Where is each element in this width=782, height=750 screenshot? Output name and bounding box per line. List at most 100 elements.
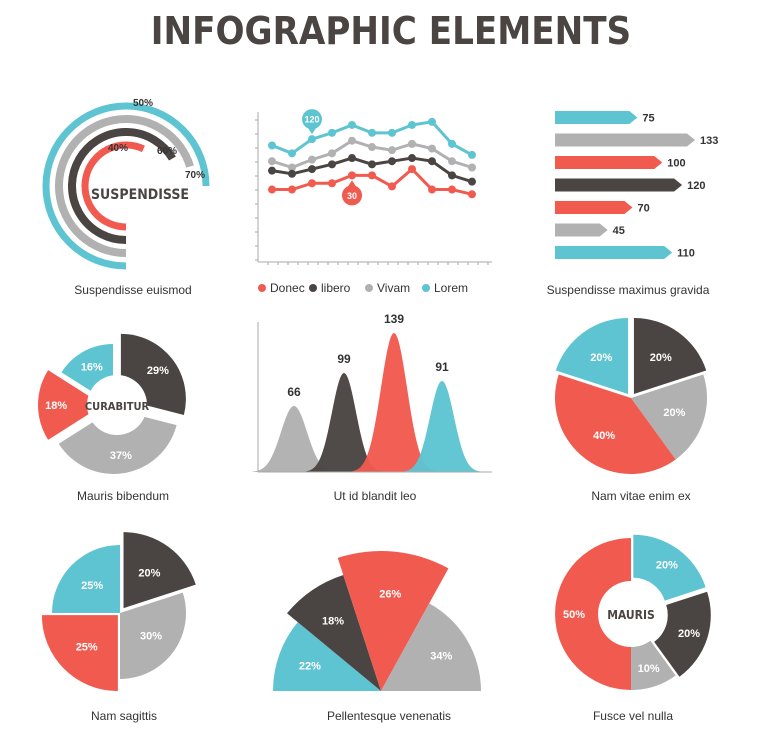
data-point: [308, 135, 316, 144]
page-title: INFOGRAPHIC ELEMENTS: [151, 9, 631, 53]
slice-label: 20%: [656, 560, 678, 572]
chart-caption: Ut id blandit leo: [334, 489, 417, 503]
data-point: [408, 120, 416, 129]
ring-value-label: 70%: [185, 170, 205, 181]
data-point: [468, 190, 476, 199]
ring-center-label: SUSPENDISSE: [91, 187, 189, 203]
bar-value-label: 45: [613, 225, 625, 237]
ring-value-label: 40%: [108, 143, 128, 154]
pie-slice: [555, 317, 629, 394]
data-point: [468, 163, 476, 172]
data-point: [428, 117, 436, 126]
slice-label: 20%: [663, 407, 685, 419]
ring-value-label: 50%: [133, 98, 153, 109]
bar-value-label: 110: [677, 248, 695, 260]
pie-slice: [123, 532, 196, 609]
bar: [555, 246, 673, 259]
data-point: [308, 179, 316, 188]
data-point: [268, 141, 276, 150]
bar-value-label: 100: [667, 158, 685, 170]
data-point: [308, 165, 316, 174]
pie-slice: [631, 374, 707, 460]
data-point: [268, 185, 276, 194]
data-point: [388, 182, 396, 191]
data-point: [348, 136, 356, 145]
pie-slice: [337, 551, 449, 691]
data-point: [428, 185, 436, 194]
slice-label: 40%: [593, 430, 615, 442]
data-point: [448, 139, 456, 148]
data-point: [288, 185, 296, 194]
annotation-pointer: [306, 125, 318, 135]
data-point: [408, 139, 416, 148]
bar-value-label: 120: [687, 180, 705, 192]
data-point: [388, 157, 396, 166]
data-point: [328, 179, 336, 188]
donut-chart: 20% 20% 10% 50% MAURIS Fusce vel nulla: [555, 534, 711, 723]
data-point: [288, 169, 296, 178]
slice-label: 29%: [147, 365, 169, 377]
ring-arc: [42, 102, 210, 270]
area-peak: [352, 333, 436, 472]
pie-slice: [555, 374, 676, 475]
radial-bar-chart: 50% 70% 60% 40% SUSPENDISSE Suspendisse euism…: [42, 98, 210, 297]
data-point: [328, 160, 336, 169]
slice-label: 50%: [563, 609, 585, 621]
data-point: [268, 166, 276, 175]
line-chart: 120 30 Donec libero Vivam Lorem: [255, 109, 492, 295]
annotation-label: 120: [304, 115, 319, 125]
chart-caption: Fusce vel nulla: [593, 709, 673, 723]
pie-slice: [58, 408, 177, 474]
data-point: [448, 157, 456, 166]
bar-value-label: 75: [642, 113, 654, 125]
bar: [555, 156, 663, 169]
legend-swatch: [258, 284, 266, 292]
ring-value-label: 60%: [157, 146, 177, 157]
bell-area-chart: 66 99 139 91 Ut id blandit leo: [252, 312, 492, 503]
data-point: [328, 149, 336, 158]
slice-label: 10%: [638, 663, 660, 675]
exploded-pie-chart: 20% 30% 25% 25% Nam sagittis: [41, 532, 196, 723]
slice-label: 30%: [140, 631, 162, 643]
pie-slice: [38, 370, 103, 440]
donut-hole: [87, 375, 147, 435]
slice-label: 20%: [650, 352, 672, 364]
semicircle-pie-chart: 22% 18% 26% 34% Pellentesque venenatis: [273, 551, 481, 723]
legend-swatch: [309, 284, 317, 292]
data-point: [348, 120, 356, 129]
chart-caption: Suspendisse euismod: [74, 283, 191, 297]
data-point: [408, 165, 416, 174]
slice-label: 25%: [81, 580, 103, 592]
annotation-marker: [342, 185, 362, 206]
pie-slice: [631, 640, 676, 690]
pie-slice: [633, 534, 706, 601]
data-point: [348, 171, 356, 180]
data-point: [368, 143, 376, 152]
bar-value-label: 70: [637, 203, 649, 215]
chart-caption: Nam vitae enim ex: [591, 489, 690, 503]
slice-label: 26%: [379, 588, 401, 600]
data-point: [468, 177, 476, 186]
slice-label: 34%: [430, 650, 452, 662]
pie-slice: [52, 545, 120, 613]
chart-caption: Mauris bibendum: [77, 489, 169, 503]
bar: [555, 133, 695, 147]
ring-arc: [68, 128, 176, 244]
ring-arc: [55, 115, 194, 257]
slice-label: 22%: [299, 660, 321, 672]
pie-slice: [41, 615, 118, 692]
annotation-marker: [302, 109, 322, 130]
chart-caption: Pellentesque venenatis: [327, 709, 451, 723]
data-point: [428, 144, 436, 153]
chart-caption: Suspendisse maximus gravida: [547, 283, 710, 297]
chart-caption: Nam sagittis: [91, 709, 157, 723]
slice-label: 16%: [81, 362, 103, 374]
bar: [555, 223, 608, 237]
slice-label: 18%: [322, 615, 344, 627]
data-point: [308, 155, 316, 164]
peak-value-label: 66: [287, 385, 301, 399]
legend-swatch: [365, 284, 373, 292]
data-point: [288, 163, 296, 172]
